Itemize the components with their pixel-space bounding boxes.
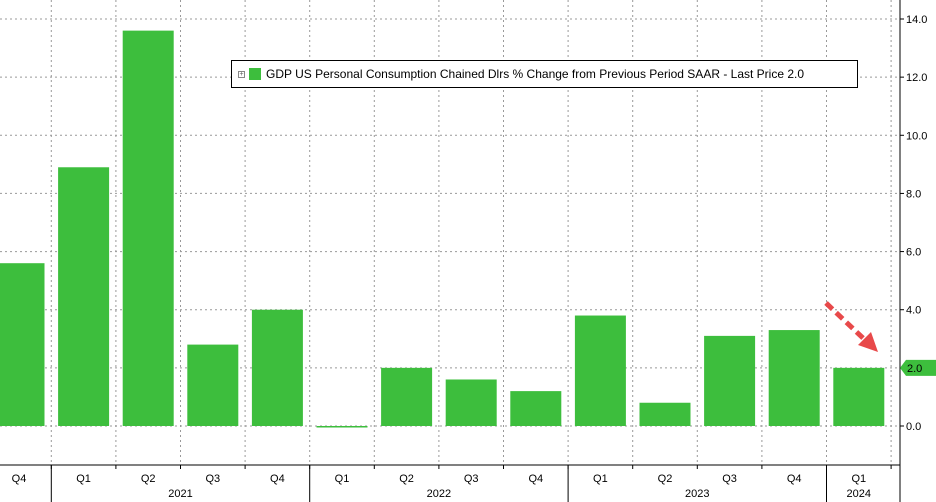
bar	[574, 315, 626, 426]
bar	[381, 367, 433, 426]
annotations	[824, 301, 878, 352]
bar	[639, 402, 691, 426]
bars	[0, 30, 885, 428]
x-tick-label: Q2	[399, 473, 414, 485]
last-price-label: 2.0	[907, 363, 922, 375]
red-arrow-shaft	[824, 301, 866, 341]
bar	[768, 330, 820, 426]
y-tick-label: 8.0	[906, 188, 921, 200]
year-label: 2023	[685, 488, 709, 500]
y-tick-label: 10.0	[906, 130, 927, 142]
bar	[122, 30, 174, 426]
bar	[704, 335, 756, 426]
y-axis: 0.02.04.06.08.010.012.014.02.0	[899, 0, 936, 502]
year-label: 2024	[847, 488, 871, 500]
bar	[187, 344, 239, 426]
bar	[445, 379, 497, 426]
y-tick-label: 4.0	[906, 305, 921, 317]
x-tick-label: Q4	[270, 473, 285, 485]
x-tick-label: Q1	[851, 473, 866, 485]
last-price-tag	[900, 359, 936, 376]
year-label: 2021	[168, 488, 192, 500]
y-tick-label: 12.0	[906, 72, 927, 84]
x-tick-label: Q4	[787, 473, 802, 485]
legend[interactable]: + GDP US Personal Consumption Chained Dl…	[231, 60, 858, 88]
x-tick-label: Q2	[141, 473, 156, 485]
x-tick-label: Q2	[658, 473, 673, 485]
x-tick-label: Q3	[464, 473, 479, 485]
y-tick-label: 14.0	[906, 14, 927, 26]
x-tick-label: Q4	[12, 473, 27, 485]
legend-label: GDP US Personal Consumption Chained Dlrs…	[266, 67, 805, 81]
x-tick-label: Q4	[528, 473, 543, 485]
x-tick-label: Q3	[205, 473, 220, 485]
bar	[510, 391, 562, 426]
y-tick-label: 0.0	[906, 421, 921, 433]
bar	[251, 309, 303, 426]
red-arrow-head	[858, 332, 878, 352]
bar	[833, 367, 885, 426]
year-label: 2022	[427, 488, 451, 500]
x-tick-label: Q1	[76, 473, 91, 485]
x-tick-label: Q1	[593, 473, 608, 485]
bar	[0, 263, 45, 426]
y-tick-label: 6.0	[906, 247, 921, 259]
x-tick-label: Q3	[722, 473, 737, 485]
x-axis: Q4 Q1 Q2 Q3 Q4 Q1 Q2 Q3 Q4 Q1 Q2 Q3 Q4 Q1 2021 2022 2023…	[0, 464, 900, 502]
legend-swatch	[249, 68, 261, 80]
bar	[316, 426, 368, 428]
x-tick-label: Q1	[335, 473, 350, 485]
plus-box-icon[interactable]: +	[238, 70, 245, 78]
bar	[58, 167, 110, 426]
